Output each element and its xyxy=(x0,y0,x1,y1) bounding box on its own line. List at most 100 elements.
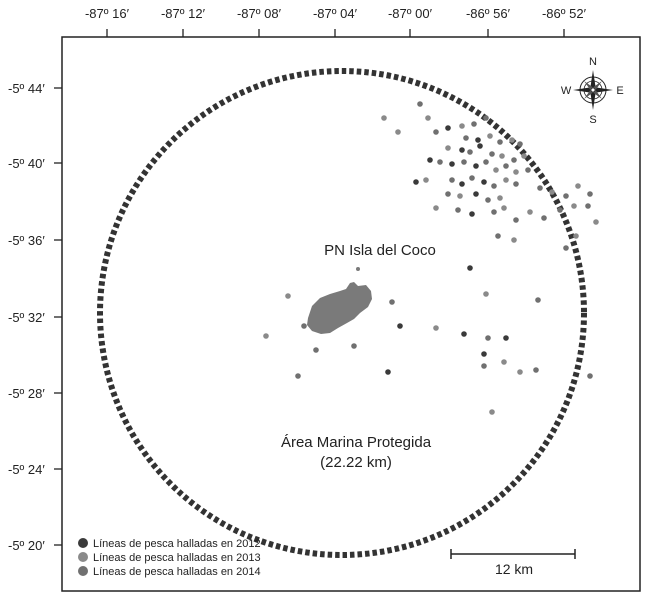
fishing-line-point xyxy=(471,121,477,127)
fishing-line-point xyxy=(467,265,473,271)
lon-label: -86º 52′ xyxy=(542,6,587,21)
isla-del-coco-island xyxy=(307,282,372,334)
fishing-line-points xyxy=(263,101,599,415)
fishing-line-point xyxy=(587,191,593,197)
lon-label: -86º 56′ xyxy=(466,6,511,21)
fishing-line-point xyxy=(381,115,387,121)
area-label: Área Marina Protegida xyxy=(281,434,432,451)
lat-label: -5º 40′ xyxy=(8,156,45,171)
fishing-line-point xyxy=(503,163,509,169)
compass-north: N xyxy=(589,56,597,68)
lat-label: -5º 32′ xyxy=(8,310,45,325)
fishing-line-point xyxy=(587,373,593,379)
fishing-line-point xyxy=(385,369,391,375)
lat-label: -5º 36′ xyxy=(8,233,45,248)
fishing-line-point xyxy=(285,293,291,299)
fishing-line-point xyxy=(445,191,451,197)
fishing-line-point xyxy=(461,159,467,165)
fishing-line-point xyxy=(461,331,467,337)
fishing-line-point xyxy=(521,153,527,159)
fishing-line-point xyxy=(513,169,519,175)
fishing-line-point xyxy=(557,207,563,213)
fishing-line-point xyxy=(433,129,439,135)
legend-marker-2014 xyxy=(78,566,88,576)
compass-rose: N S E W xyxy=(561,56,624,126)
fishing-line-point xyxy=(585,203,591,209)
legend: Líneas de pesca halladas en 2012 Líneas … xyxy=(78,538,261,578)
fishing-line-point xyxy=(497,195,503,201)
fishing-line-point xyxy=(455,207,461,213)
scale-label: 12 km xyxy=(495,561,533,577)
lon-label: -87º 00′ xyxy=(388,6,433,21)
fishing-line-point xyxy=(491,209,497,215)
lon-label: -87º 08′ xyxy=(237,6,282,21)
fishing-line-point xyxy=(351,343,357,349)
compass-south: S xyxy=(589,114,596,126)
fishing-line-point xyxy=(511,157,517,163)
fishing-line-point xyxy=(485,335,491,341)
fishing-line-point xyxy=(395,129,401,135)
legend-marker-2013 xyxy=(78,552,88,562)
fishing-line-point xyxy=(497,139,503,145)
area-radius-label: (22.22 km) xyxy=(320,454,392,471)
fishing-line-point xyxy=(397,323,403,329)
fishing-line-point xyxy=(517,369,523,375)
fishing-line-point xyxy=(477,143,483,149)
compass-west: W xyxy=(561,85,572,97)
fishing-line-point xyxy=(469,211,475,217)
legend-marker-2012 xyxy=(78,538,88,548)
fishing-line-point xyxy=(513,181,519,187)
fishing-line-point xyxy=(467,149,473,155)
fishing-line-point xyxy=(537,185,543,191)
fishing-line-point xyxy=(499,153,505,159)
fishing-line-point xyxy=(483,291,489,297)
fishing-line-point xyxy=(389,299,395,305)
lat-label: -5º 28′ xyxy=(8,386,45,401)
fishing-line-point xyxy=(445,125,451,131)
fishing-line-point xyxy=(563,193,569,199)
fishing-line-point xyxy=(485,197,491,203)
fishing-line-point xyxy=(533,367,539,373)
fishing-line-point xyxy=(511,237,517,243)
fishing-line-point xyxy=(535,297,541,303)
fishing-line-point xyxy=(491,183,497,189)
fishing-line-point xyxy=(417,101,423,107)
fishing-line-point xyxy=(573,233,579,239)
latitude-labels: -5º 44′ -5º 40′ -5º 36′ -5º 32′ -5º 28′ … xyxy=(8,81,45,553)
fishing-line-point xyxy=(563,245,569,251)
fishing-line-point xyxy=(459,147,465,153)
fishing-line-point xyxy=(487,133,493,139)
fishing-line-point xyxy=(301,323,307,329)
fishing-line-point xyxy=(489,409,495,415)
fishing-line-point xyxy=(423,177,429,183)
latitude-ticks xyxy=(54,87,62,546)
lat-label: -5º 44′ xyxy=(8,81,45,96)
fishing-line-point xyxy=(427,157,433,163)
legend-label-2014: Líneas de pesca halladas en 2014 xyxy=(93,566,261,578)
fishing-line-point xyxy=(481,351,487,357)
fishing-line-point xyxy=(495,233,501,239)
fishing-line-point xyxy=(425,115,431,121)
fishing-line-point xyxy=(483,159,489,165)
fishing-line-point xyxy=(433,325,439,331)
scale-bar xyxy=(450,549,576,559)
fishing-line-point xyxy=(449,177,455,183)
fishing-line-point xyxy=(517,141,523,147)
fishing-line-point xyxy=(481,179,487,185)
lat-label: -5º 20′ xyxy=(8,538,45,553)
protected-area-boundary xyxy=(97,68,587,558)
legend-label-2013: Líneas de pesca halladas en 2013 xyxy=(93,552,261,564)
fishing-line-point xyxy=(433,205,439,211)
lon-label: -87º 12′ xyxy=(161,6,206,21)
fishing-line-point xyxy=(503,335,509,341)
fishing-line-point xyxy=(501,359,507,365)
fishing-line-point xyxy=(493,167,499,173)
fishing-line-point xyxy=(503,177,509,183)
fishing-line-point xyxy=(457,193,463,199)
fishing-line-point xyxy=(459,123,465,129)
fishing-line-point xyxy=(449,161,455,167)
fishing-line-point xyxy=(413,179,419,185)
fishing-line-point xyxy=(437,159,443,165)
fishing-line-point xyxy=(549,189,555,195)
fishing-line-point xyxy=(469,175,475,181)
